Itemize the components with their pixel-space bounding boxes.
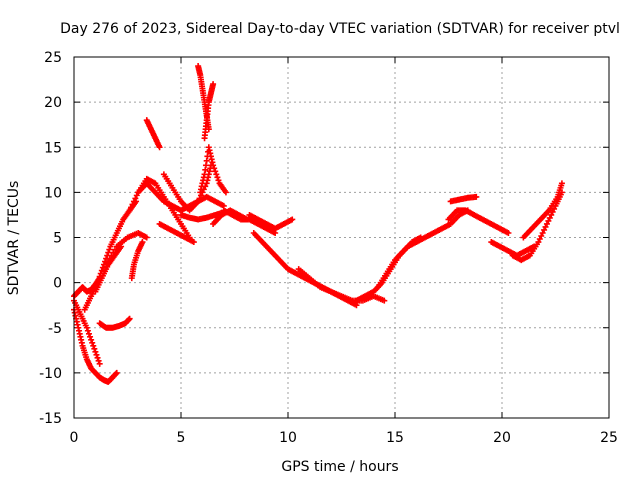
data-point-marker xyxy=(542,223,549,230)
data-point-marker xyxy=(126,207,133,214)
y-tick-label: -15 xyxy=(39,411,62,427)
series-arc-b xyxy=(71,306,120,385)
y-tick-label: 25 xyxy=(44,50,62,66)
data-point-marker xyxy=(505,229,512,236)
y-tick-label: 20 xyxy=(44,95,62,111)
data-point-marker xyxy=(95,357,102,364)
data-point-marker xyxy=(558,180,565,187)
data-point-marker xyxy=(132,195,139,202)
data-point-marker xyxy=(190,239,197,246)
data-point-marker xyxy=(210,162,217,169)
data-point-marker xyxy=(213,171,220,178)
chart-title: Day 276 of 2023, Sidereal Day-to-day VTE… xyxy=(60,21,620,37)
series-arc-p xyxy=(197,144,229,196)
data-point-marker xyxy=(92,348,99,355)
series-arc-dd xyxy=(520,180,565,241)
data-point-marker xyxy=(222,189,229,196)
data-point-marker xyxy=(112,246,119,253)
series-arc-bb xyxy=(488,239,538,259)
data-point-marker xyxy=(545,217,552,224)
series-arc-g xyxy=(103,229,150,268)
data-point-marker xyxy=(83,324,90,331)
data-point-marker xyxy=(289,216,296,223)
x-axis-label: GPS time / hours xyxy=(281,459,398,475)
data-point-marker xyxy=(196,195,203,202)
data-point-marker xyxy=(211,165,218,172)
series-arc-z xyxy=(445,207,512,236)
x-tick-label: 15 xyxy=(386,430,404,446)
series-arc-k xyxy=(143,117,163,151)
y-tick-label: -10 xyxy=(39,366,62,382)
series-arc-o xyxy=(201,81,217,142)
data-point-marker xyxy=(535,239,542,246)
data-point-marker xyxy=(113,369,120,376)
y-tick-label: 5 xyxy=(53,231,62,247)
y-axis-label: SDTVAR / TECUs xyxy=(6,181,22,296)
data-point-marker xyxy=(215,177,222,184)
data-point-marker xyxy=(541,226,548,233)
data-point-marker xyxy=(214,174,221,181)
data-point-marker xyxy=(143,234,150,241)
data-point-marker xyxy=(195,198,202,205)
data-point-marker xyxy=(473,193,480,200)
x-tick-label: 20 xyxy=(493,430,511,446)
data-point-marker xyxy=(126,315,133,322)
data-point-marker xyxy=(89,339,96,346)
y-tick-label: 10 xyxy=(44,185,62,201)
data-point-marker xyxy=(538,232,545,239)
data-point-marker xyxy=(546,214,553,221)
data-point-marker xyxy=(108,252,115,259)
series-arc-v xyxy=(295,266,388,304)
data-point-marker xyxy=(156,144,163,151)
plot-frame xyxy=(73,56,610,419)
data-point-marker xyxy=(210,81,217,88)
series-arc-l xyxy=(156,220,197,246)
x-tick-label: 5 xyxy=(177,430,186,446)
data-point-marker xyxy=(91,345,98,352)
tick-labels: 0 5 10 15 20 25 -15 -10 -5 0 5 10 15 20 25 xyxy=(39,50,618,446)
data-point-marker xyxy=(130,198,137,205)
data-point-marker xyxy=(139,239,146,246)
data-point-marker xyxy=(88,336,95,343)
x-tick-label: 10 xyxy=(279,430,297,446)
grid-lines xyxy=(74,57,609,418)
data-point-marker xyxy=(106,255,113,262)
y-tick-label: -5 xyxy=(48,321,62,337)
data-point-marker xyxy=(104,258,111,265)
series-arc-y xyxy=(413,207,471,246)
data-point-marker xyxy=(128,204,135,211)
x-tick-label: 25 xyxy=(600,430,618,446)
data-point-marker xyxy=(129,201,136,208)
data-point-marker xyxy=(93,351,100,358)
data-point-marker xyxy=(85,330,92,337)
data-point-marker xyxy=(110,249,117,256)
data-point-marker xyxy=(536,236,543,243)
data-point-marker xyxy=(106,246,113,253)
data-point-marker xyxy=(103,261,110,268)
data-point-marker xyxy=(90,342,97,349)
y-tick-label: 15 xyxy=(44,140,62,156)
series-arc-s xyxy=(220,207,279,236)
data-point-marker xyxy=(548,211,555,218)
series-arc-u xyxy=(246,211,296,232)
data-points xyxy=(71,63,565,385)
x-tick-label: 0 xyxy=(70,430,79,446)
data-point-marker xyxy=(84,327,91,334)
data-point-marker xyxy=(539,229,546,236)
series-arc-h xyxy=(128,239,146,282)
data-point-marker xyxy=(96,360,103,367)
series-arc-d xyxy=(96,315,133,331)
data-point-marker xyxy=(87,333,94,340)
y-tick-label: 0 xyxy=(53,276,62,292)
data-point-marker xyxy=(212,168,219,175)
data-point-marker xyxy=(94,354,101,361)
data-point-marker xyxy=(543,220,550,227)
data-point-marker xyxy=(133,192,140,199)
series-arc-aa xyxy=(447,193,480,205)
data-point-marker xyxy=(381,297,388,304)
